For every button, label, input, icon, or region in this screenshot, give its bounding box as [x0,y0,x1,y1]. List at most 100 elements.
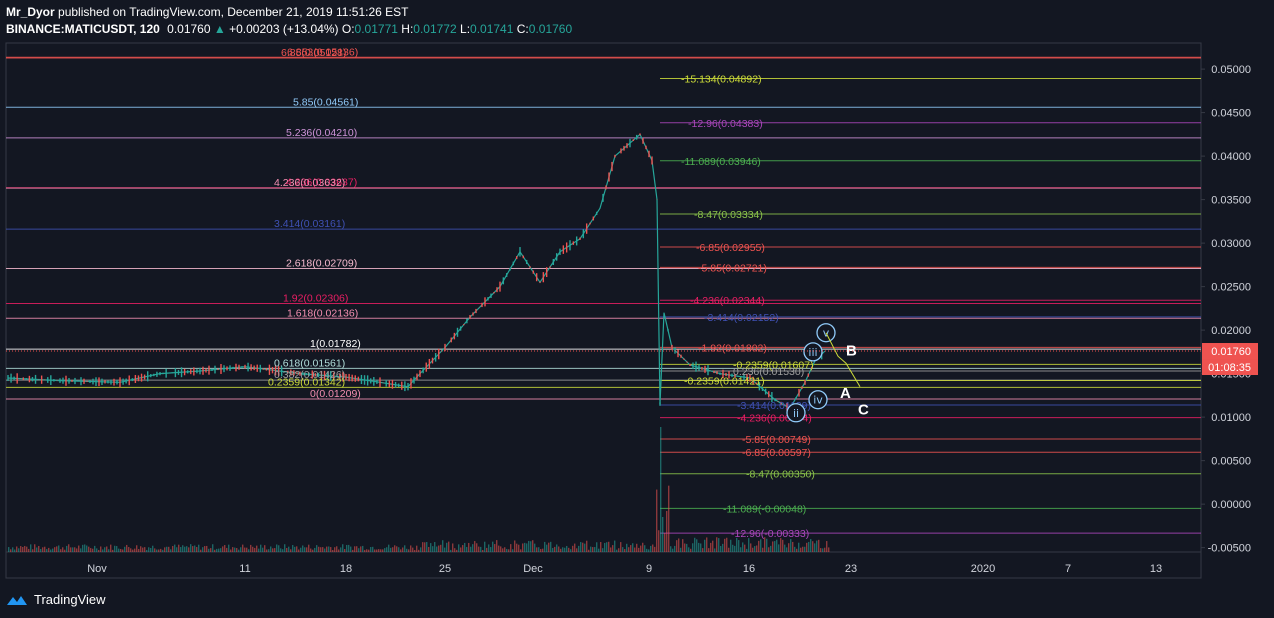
wave-label-circle[interactable] [803,342,823,362]
volume-bar [52,548,54,552]
volume-bar [674,545,676,552]
volume-bar [392,547,394,552]
volume-bar [46,549,48,552]
volume-bar [616,549,618,552]
volume-bar [84,544,86,552]
volume-bar [62,547,64,552]
volume-bar [134,548,136,552]
volume-bar [24,545,26,552]
volume-bar [740,547,742,552]
volume-bar [362,545,364,552]
volume-bar [302,545,304,552]
author-name[interactable]: Mr_Dyor [6,5,55,19]
volume-bar [426,542,428,552]
volume-bar [592,547,594,552]
fib-level-label: 1(0.01782) [310,338,361,350]
volume-bar [90,548,92,552]
volume-bar [518,544,520,552]
volume-bar [12,547,14,552]
volume-bar [366,549,368,552]
volume-bar [260,544,262,552]
fib-level-label: 0.2359(0.01342) [268,376,345,388]
volume-bar [698,542,700,552]
volume-bar [690,548,692,552]
volume-bar [150,547,152,552]
volume-bar [470,546,472,552]
volume-bar [752,547,754,552]
volume-bar [738,540,740,552]
volume-bar [386,547,388,552]
wave-label: iii [808,346,817,359]
brand-text: TradingView [34,592,106,607]
volume-bar [76,548,78,552]
volume-bar [724,538,726,552]
volume-bar [300,547,302,552]
fib-level-label: 0(0.01209) [310,388,361,400]
volume-bar [820,548,822,552]
volume-bar [408,549,410,552]
volume-bar [812,541,814,552]
volume-bar [502,548,504,552]
volume-bar [524,542,526,552]
y-tick-label: 0.02000 [1211,325,1251,337]
fib-level-label: 1.618(0.02136) [287,307,358,319]
volume-bar [320,547,322,552]
x-tick-label: Dec [523,563,543,575]
wave-label-circle[interactable] [808,390,828,410]
volume-bar [40,548,42,552]
volume-bar [444,547,446,552]
volume-bar [220,548,222,552]
volume-bar [504,547,506,552]
x-tick-label: 11 [239,563,250,575]
volume-bar [388,544,390,552]
volume-bar [66,545,68,552]
volume-bar [688,547,690,552]
volume-bar [298,549,300,552]
volume-bar [574,543,576,552]
volume-bar [578,545,580,552]
volume-bar [556,544,558,552]
volume-bar [200,549,202,552]
volume-bar [808,541,810,552]
volume-bar [540,549,542,552]
volume-bar [404,545,406,552]
volume-bar [330,547,332,552]
x-tick-label: 23 [845,563,857,575]
abc-wave-label: B [846,342,857,359]
volume-bar [438,545,440,552]
volume-bar [356,546,358,552]
volume-bar [710,542,712,552]
volume-bar [750,543,752,552]
volume-bar [418,549,420,552]
wave-label-circle[interactable] [786,403,806,423]
volume-bar [714,548,716,552]
volume-bar [240,547,242,552]
y-tick-label: 0.00500 [1211,456,1251,468]
volume-bar [552,547,554,552]
volume-bar [472,544,474,552]
tradingview-logo[interactable]: TradingView [6,592,106,607]
y-tick-label: 0.03000 [1211,238,1251,250]
volume-bar [296,546,298,552]
fib-ext-label: -12.96(-0.00333) [731,528,809,540]
volume-bar [440,544,442,552]
volume-bar [520,549,522,552]
volume-bar [718,538,720,552]
volume-bar [292,545,294,552]
volume-bar [246,547,248,552]
change-value: +0.00203 (+13.04%) [229,22,339,36]
volume-bar [648,549,650,552]
volume-bar [642,542,644,552]
volume-bar [628,547,630,552]
volume-bar [48,547,50,552]
volume-bar [118,548,120,552]
volume-bar [396,546,398,552]
volume-bar [26,546,28,552]
volume-bar [412,547,414,552]
low-label: L: [460,22,471,36]
symbol-label[interactable]: BINANCE:MATICUSDT, 120 [6,22,160,36]
volume-bar [10,549,12,552]
fib-ext-label: -5.85(0.00749) [742,434,811,446]
volume-bar [658,530,660,552]
